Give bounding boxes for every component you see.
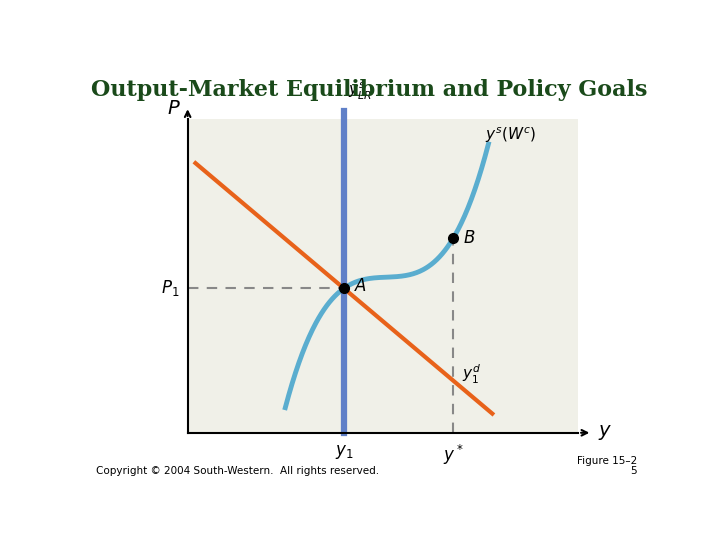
Text: $P_1$: $P_1$: [161, 279, 179, 299]
Text: Figure 15–2: Figure 15–2: [577, 456, 637, 466]
Bar: [188, 119, 578, 433]
Text: $y^d_1$: $y^d_1$: [462, 363, 480, 386]
Text: $P$: $P$: [167, 99, 181, 118]
Text: Output-Market Equilibrium and Policy Goals: Output-Market Equilibrium and Policy Goa…: [91, 79, 647, 102]
Text: $y$: $y$: [598, 423, 612, 442]
Text: $y_1$: $y_1$: [335, 443, 354, 461]
Text: 5: 5: [630, 467, 637, 476]
Text: $A$: $A$: [354, 278, 367, 295]
Text: $y^s(W^c_{\,})$: $y^s(W^c_{\,})$: [485, 125, 536, 144]
Text: Copyright © 2004 South-Western.  All rights reserved.: Copyright © 2004 South-Western. All righ…: [96, 467, 379, 476]
Text: $B$: $B$: [463, 229, 476, 247]
Text: $y^*$: $y^*$: [443, 443, 464, 467]
Text: $y^s_{LR}$: $y^s_{LR}$: [348, 81, 372, 102]
